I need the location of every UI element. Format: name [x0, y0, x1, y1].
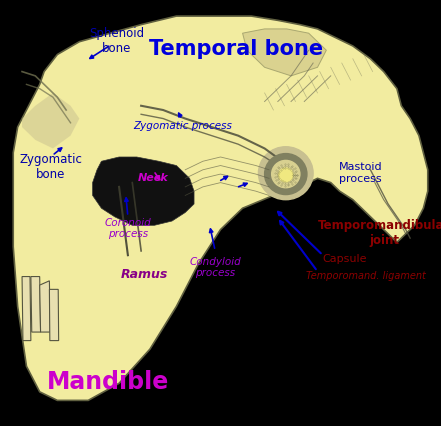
Text: Ramus: Ramus: [121, 267, 168, 280]
Polygon shape: [49, 290, 59, 341]
Text: Neck: Neck: [138, 173, 169, 183]
Circle shape: [258, 147, 313, 200]
Polygon shape: [22, 277, 31, 341]
Text: Mandible: Mandible: [47, 369, 169, 393]
Text: Condyloid
process: Condyloid process: [189, 256, 241, 277]
Text: Zygomatic process: Zygomatic process: [134, 121, 232, 131]
Text: Coronoid
process: Coronoid process: [105, 217, 151, 239]
Polygon shape: [93, 158, 194, 226]
Polygon shape: [13, 17, 428, 400]
Polygon shape: [243, 30, 326, 77]
Polygon shape: [31, 277, 41, 332]
Text: Capsule: Capsule: [323, 253, 367, 264]
Polygon shape: [22, 94, 79, 149]
Circle shape: [265, 154, 307, 195]
Text: Temporomandibular
joint: Temporomandibular joint: [318, 218, 441, 246]
Circle shape: [279, 169, 293, 182]
Text: Mastoid
process: Mastoid process: [339, 162, 382, 183]
Text: Zygomatic
bone: Zygomatic bone: [19, 152, 82, 180]
Text: Temporal bone: Temporal bone: [149, 39, 323, 59]
Text: Temporomand. ligament: Temporomand. ligament: [306, 271, 426, 281]
Text: Sphenoid
bone: Sphenoid bone: [89, 26, 145, 55]
Polygon shape: [40, 281, 50, 332]
Circle shape: [272, 161, 300, 188]
